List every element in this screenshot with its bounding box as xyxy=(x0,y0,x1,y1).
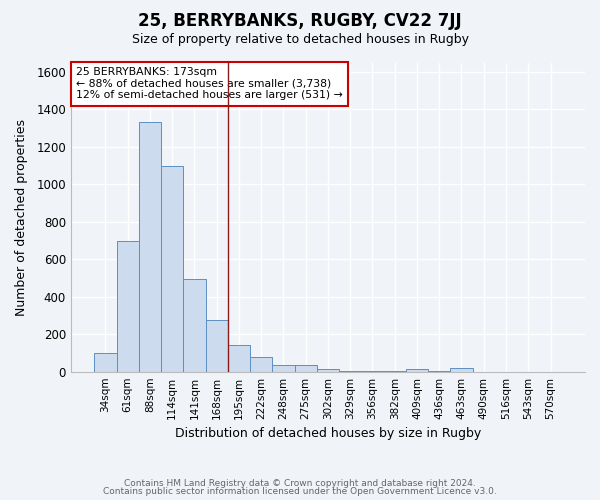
Bar xyxy=(406,370,428,372)
Bar xyxy=(272,365,295,372)
Bar xyxy=(250,357,272,372)
Bar xyxy=(428,370,451,372)
Bar xyxy=(184,279,206,372)
Text: Contains HM Land Registry data © Crown copyright and database right 2024.: Contains HM Land Registry data © Crown c… xyxy=(124,478,476,488)
Bar xyxy=(94,353,116,372)
Bar xyxy=(295,365,317,372)
Bar xyxy=(361,370,383,372)
Bar xyxy=(116,240,139,372)
Bar xyxy=(339,370,361,372)
Bar xyxy=(383,370,406,372)
Bar xyxy=(451,368,473,372)
Bar xyxy=(161,166,184,372)
Text: 25 BERRYBANKS: 173sqm
← 88% of detached houses are smaller (3,738)
12% of semi-d: 25 BERRYBANKS: 173sqm ← 88% of detached … xyxy=(76,67,343,100)
Bar xyxy=(317,370,339,372)
Bar xyxy=(139,122,161,372)
Text: 25, BERRYBANKS, RUGBY, CV22 7JJ: 25, BERRYBANKS, RUGBY, CV22 7JJ xyxy=(138,12,462,30)
Text: Size of property relative to detached houses in Rugby: Size of property relative to detached ho… xyxy=(131,32,469,46)
Y-axis label: Number of detached properties: Number of detached properties xyxy=(15,118,28,316)
Bar xyxy=(228,344,250,372)
X-axis label: Distribution of detached houses by size in Rugby: Distribution of detached houses by size … xyxy=(175,427,481,440)
Text: Contains public sector information licensed under the Open Government Licence v3: Contains public sector information licen… xyxy=(103,487,497,496)
Bar xyxy=(206,320,228,372)
